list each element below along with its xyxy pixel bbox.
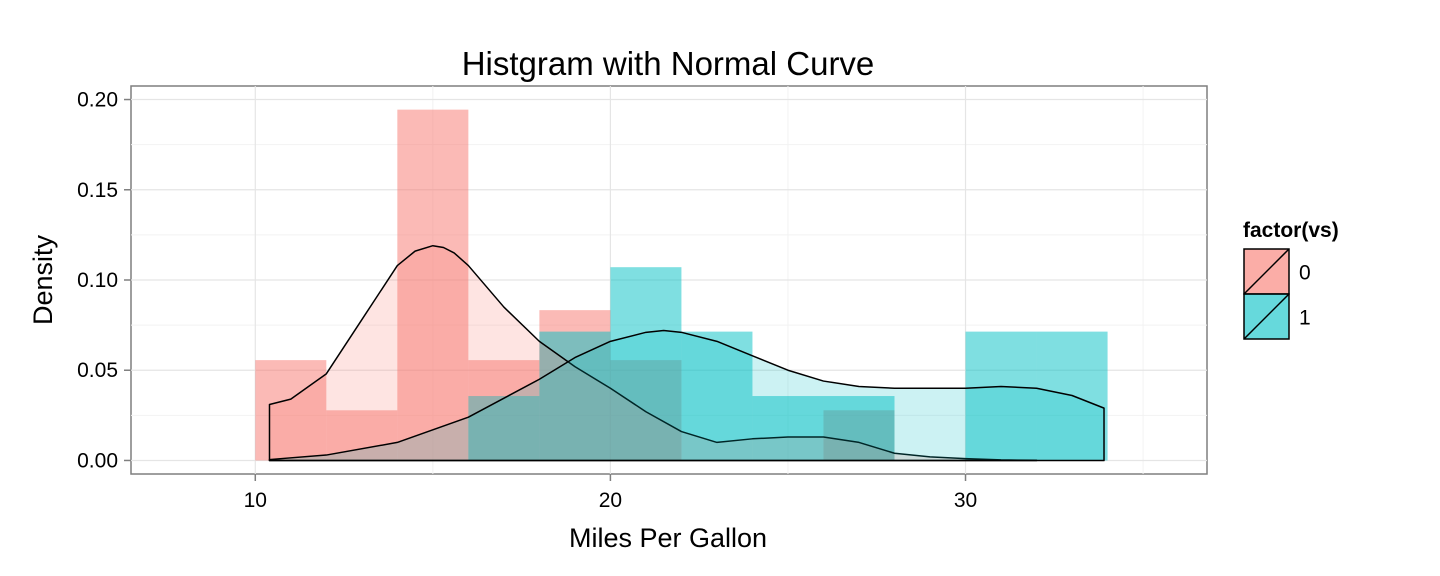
x-tick-label: 20	[599, 489, 622, 512]
y-tick-label: 0.20	[77, 89, 118, 112]
legend-label: 0	[1299, 262, 1311, 285]
density-curve-series-1	[268, 329, 1105, 462]
legend-key-1: 1	[1243, 293, 1311, 340]
histogram-bar-series-1	[539, 331, 611, 461]
legend-label: 1	[1299, 307, 1311, 330]
density-curve-series-0	[268, 244, 1038, 462]
histogram-bar-series-1	[468, 396, 540, 461]
histogram-bar-series-0	[326, 410, 398, 461]
histogram-bar-series-1	[610, 267, 682, 461]
legend-title: factor(vs)	[1243, 219, 1339, 242]
histogram-bar-series-1	[965, 331, 1037, 461]
legend-slash	[1243, 248, 1290, 295]
histogram-bar-series-1	[752, 396, 824, 461]
y-tick-label: 0.15	[77, 179, 118, 202]
y-tick-label: 0.05	[77, 359, 118, 382]
y-tick-label: 0.00	[77, 449, 118, 472]
histogram-bar-series-0	[397, 109, 469, 461]
y-axis-title: Density	[28, 234, 58, 325]
histogram-bar-series-0	[255, 360, 327, 461]
legend: factor(vs) 01	[1243, 219, 1339, 340]
density-curves	[268, 244, 1105, 462]
x-tick-label: 30	[954, 489, 977, 512]
legend-keys: 01	[1243, 248, 1311, 340]
legend-key-0: 0	[1243, 248, 1311, 295]
x-axis-title: Miles Per Gallon	[569, 523, 767, 553]
legend-slash	[1243, 293, 1290, 340]
y-tick-label: 0.10	[77, 269, 118, 292]
axes: 10 20 30 0.00 0.05 0.10 0.15 0.20	[77, 89, 977, 512]
chart-title: Histgram with Normal Curve	[462, 45, 875, 82]
histogram-bar-series-1	[681, 331, 753, 461]
x-tick-label: 10	[244, 489, 267, 512]
